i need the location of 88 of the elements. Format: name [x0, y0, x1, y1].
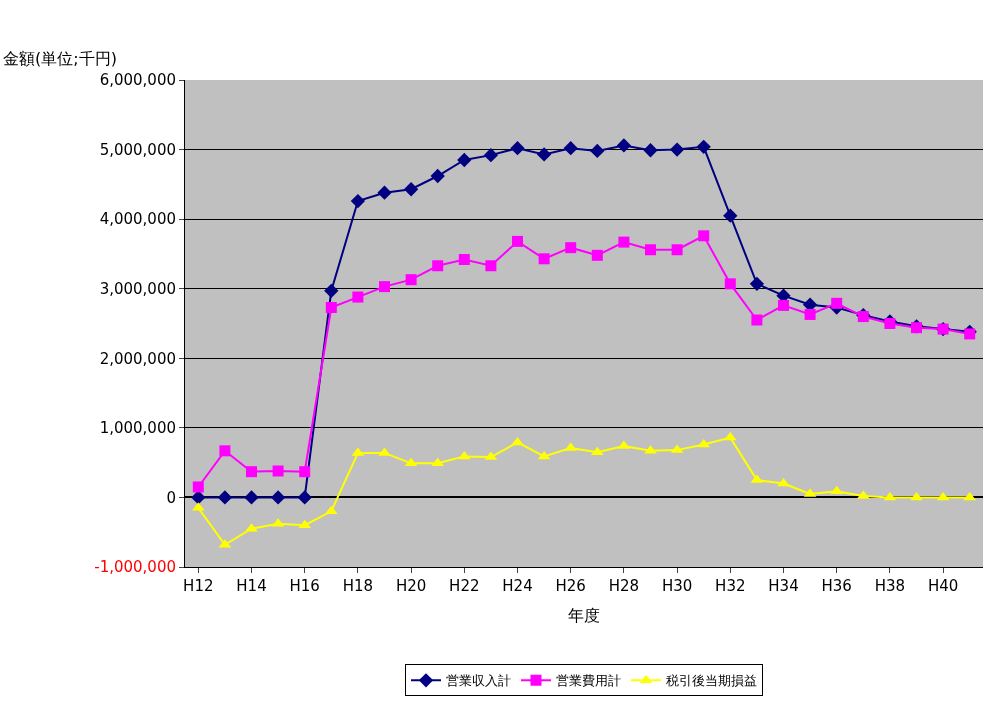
point — [324, 283, 339, 298]
point — [485, 260, 497, 272]
y-tick-label: 1,000,000 — [99, 419, 176, 438]
point — [565, 242, 577, 254]
point — [405, 274, 417, 286]
point — [563, 141, 578, 156]
point — [352, 291, 364, 303]
point — [723, 208, 738, 223]
point — [671, 244, 683, 256]
point — [591, 249, 603, 261]
x-tick-label: H24 — [502, 577, 533, 595]
point — [270, 490, 286, 505]
y-tick-label: -1,000,000 — [94, 558, 176, 577]
x-tick-label: H40 — [927, 577, 959, 595]
point — [910, 491, 923, 501]
point — [192, 481, 204, 493]
point — [645, 244, 656, 256]
x-tick-label: H28 — [608, 577, 640, 595]
point — [536, 147, 552, 162]
point — [724, 278, 736, 290]
point — [643, 143, 658, 158]
point — [297, 490, 312, 505]
point — [669, 142, 685, 157]
point — [403, 182, 419, 197]
point — [698, 230, 710, 242]
y-tick-label: 6,000,000 — [99, 71, 176, 90]
point — [511, 436, 524, 446]
point — [936, 491, 950, 501]
x-tick-label: H16 — [289, 577, 320, 595]
x-tick-label: H30 — [661, 577, 693, 595]
point — [272, 465, 284, 477]
point — [432, 260, 444, 272]
point — [831, 297, 843, 309]
point — [457, 152, 472, 168]
point — [458, 253, 470, 265]
x-axis-title: 年度 — [568, 605, 600, 625]
x-tick-label: H36 — [821, 577, 852, 595]
point — [963, 491, 977, 501]
point — [191, 490, 206, 505]
point — [804, 308, 816, 320]
point — [430, 168, 445, 184]
point — [964, 328, 976, 340]
point — [246, 466, 257, 478]
x-tick-label: H22 — [449, 577, 480, 595]
point — [778, 299, 789, 311]
point — [696, 139, 711, 154]
x-tick-label: H18 — [342, 577, 374, 595]
point — [538, 253, 550, 265]
point — [379, 281, 390, 293]
legend-label: 営業収入計 — [446, 673, 511, 689]
y-tick-label: 4,000,000 — [99, 210, 176, 229]
x-tick-label: H26 — [555, 577, 586, 595]
x-tick-label: H12 — [183, 577, 214, 595]
point — [590, 143, 605, 159]
legend-label: 税引後当期損益 — [666, 673, 757, 689]
y-tick-label: 0 — [166, 488, 176, 507]
point — [616, 138, 632, 153]
point — [404, 457, 418, 467]
x-tick-label: H32 — [715, 577, 746, 595]
x-tick-label: H20 — [395, 577, 427, 595]
point — [618, 236, 630, 248]
point — [324, 505, 338, 515]
point — [883, 491, 897, 501]
y-tick-label: 5,000,000 — [99, 140, 176, 159]
y-axis-title: 金額(単位;千円) — [3, 49, 117, 68]
point — [244, 490, 259, 505]
y-tick-label: 2,000,000 — [99, 349, 176, 368]
point — [457, 450, 471, 460]
point — [537, 450, 551, 460]
point — [325, 302, 337, 313]
x-tick-label: H38 — [874, 577, 906, 595]
point — [510, 141, 525, 156]
point — [219, 445, 231, 457]
x-tick-label: H34 — [768, 577, 799, 595]
point — [350, 193, 366, 209]
point — [217, 490, 233, 505]
point — [431, 457, 445, 467]
point — [483, 147, 499, 163]
point — [749, 276, 765, 291]
point — [751, 314, 763, 326]
y-tick-label: 3,000,000 — [99, 279, 176, 298]
point — [377, 185, 392, 200]
point — [512, 235, 523, 247]
x-tick-label: H14 — [236, 577, 267, 595]
point — [884, 318, 896, 329]
legend-label: 営業費用計 — [556, 673, 621, 689]
point — [298, 519, 312, 529]
point — [299, 466, 311, 478]
